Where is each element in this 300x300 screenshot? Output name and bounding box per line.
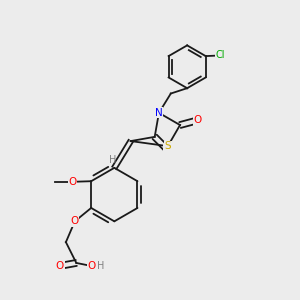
Text: H: H (109, 155, 116, 165)
Text: O: O (71, 216, 79, 226)
Text: O: O (193, 116, 201, 125)
Text: O: O (56, 261, 64, 271)
Text: N: N (155, 108, 163, 118)
Text: O: O (69, 177, 77, 187)
Text: S: S (164, 141, 171, 151)
Text: H: H (97, 261, 104, 271)
Text: Cl: Cl (215, 50, 225, 61)
Text: O: O (87, 261, 95, 271)
Text: O: O (163, 145, 171, 154)
